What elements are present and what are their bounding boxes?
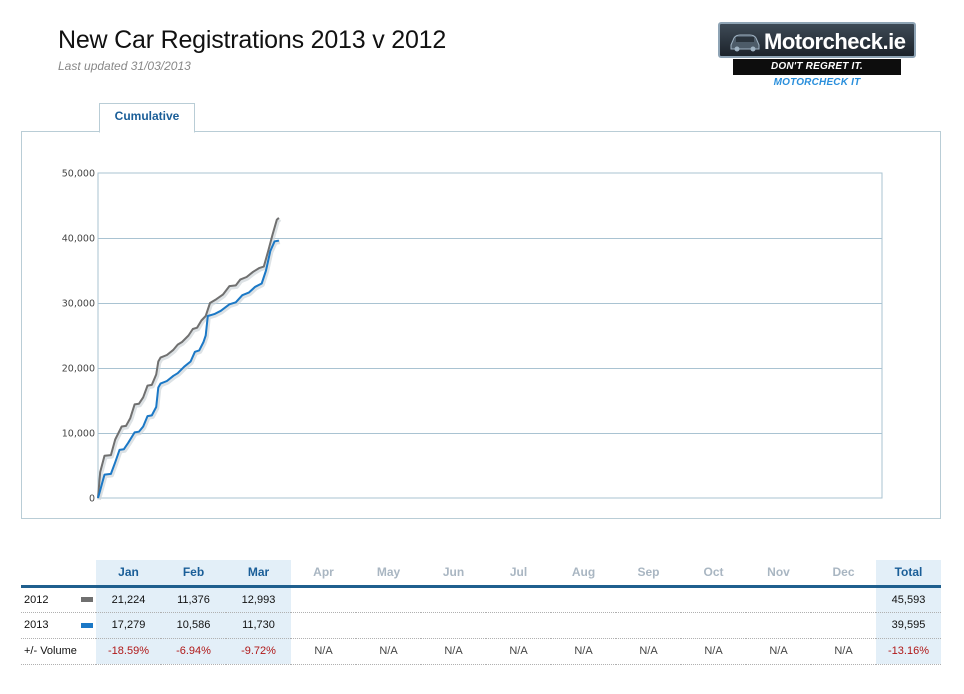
header-jul: Jul	[486, 560, 551, 588]
table-cell: N/A	[811, 638, 876, 665]
logo-wordmark: Motorcheck.ie	[764, 29, 906, 54]
table-cell: N/A	[291, 638, 356, 665]
table-cell	[291, 586, 356, 613]
header-nov: Nov	[746, 560, 811, 588]
y-tick-label: 20,000	[62, 364, 95, 375]
table-cell: 21,224	[96, 586, 161, 613]
plot-area	[97, 172, 883, 499]
table-row: +/- Volume -18.59% -6.94% -9.72% N/A N/A N/A N/…	[21, 638, 941, 665]
table-cell	[811, 586, 876, 613]
table-cell: -6.94%	[161, 638, 226, 665]
table-cell	[746, 612, 811, 639]
header-label-cell	[21, 560, 96, 588]
table-row: 2013 17,279 10,586 11,730 39,595	[21, 612, 941, 639]
table-cell: 12,993	[226, 586, 291, 613]
total-cell: -13.16%	[876, 638, 941, 665]
table-cell	[551, 586, 616, 613]
table-cell	[421, 586, 486, 613]
series-line-2013	[97, 239, 280, 499]
table-cell	[681, 612, 746, 639]
chart-panel: 0 10,000 20,000 30,000 40,000 50,000	[21, 131, 941, 519]
row-label-text: 2013	[24, 619, 49, 631]
row-label: +/- Volume	[21, 638, 96, 665]
header-may: May	[356, 560, 421, 588]
y-tick-label: 0	[89, 494, 95, 505]
header-dec: Dec	[811, 560, 876, 588]
y-tick-label: 10,000	[62, 429, 95, 440]
row-label: 2013	[21, 612, 96, 639]
series-swatch	[81, 622, 94, 628]
y-tick-label: 30,000	[62, 299, 95, 310]
table-cell	[486, 612, 551, 639]
header-aug: Aug	[551, 560, 616, 588]
table-cell	[551, 612, 616, 639]
table-cell: N/A	[746, 638, 811, 665]
header-sep: Sep	[616, 560, 681, 588]
series-shadow-2013	[97, 240, 281, 501]
table-cell: -9.72%	[226, 638, 291, 665]
logo-badge: Motorcheck.ie	[718, 22, 916, 58]
table-cell: 10,586	[161, 612, 226, 639]
logo-slogan: DON'T REGRET IT. MOTORCHECK IT	[733, 59, 901, 88]
table-cell	[616, 612, 681, 639]
table-cell	[421, 612, 486, 639]
table-cell	[486, 586, 551, 613]
y-tick-label: 50,000	[62, 169, 95, 180]
page-title: New Car Registrations 2013 v 2012	[58, 26, 447, 54]
header-apr: Apr	[291, 560, 356, 588]
table-cell: 17,279	[96, 612, 161, 639]
table-cell	[291, 612, 356, 639]
total-cell: 45,593	[876, 586, 941, 613]
header-total: Total	[876, 560, 941, 588]
series-swatch	[81, 597, 94, 603]
table-header-row: Jan Feb Mar Apr May Jun Jul Aug Sep Oct Nov Dec Tota…	[21, 560, 941, 588]
series-line-2012	[97, 217, 280, 499]
table-cell	[356, 612, 421, 639]
header-jan: Jan	[96, 560, 161, 588]
total-cell: 39,595	[876, 612, 941, 639]
table-cell: N/A	[616, 638, 681, 665]
header-oct: Oct	[681, 560, 746, 588]
car-icon	[730, 34, 760, 52]
registrations-table: Jan Feb Mar Apr May Jun Jul Aug Sep Oct Nov Dec Tota…	[21, 560, 941, 665]
table-cell: 11,730	[226, 612, 291, 639]
table-cell: 11,376	[161, 586, 226, 613]
table-cell: N/A	[681, 638, 746, 665]
table-cell: N/A	[486, 638, 551, 665]
table-cell: -18.59%	[96, 638, 161, 665]
header-mar: Mar	[226, 560, 291, 588]
table-cell: N/A	[356, 638, 421, 665]
slogan-part-a: DON'T REGRET IT.	[770, 61, 864, 72]
tab-cumulative[interactable]: Cumulative	[99, 103, 195, 133]
table-cell: N/A	[551, 638, 616, 665]
table-cell	[616, 586, 681, 613]
table-cell: N/A	[421, 638, 486, 665]
y-tick-label: 40,000	[62, 234, 95, 245]
table-cell	[356, 586, 421, 613]
slogan-part-b: MOTORCHECK IT	[773, 77, 861, 88]
cumulative-line-chart: 0 10,000 20,000 30,000 40,000 50,000	[62, 169, 883, 505]
row-label-text: 2012	[24, 593, 49, 606]
series-shadow-2012	[97, 217, 282, 500]
table-cell	[746, 586, 811, 613]
header-feb: Feb	[161, 560, 226, 588]
header-jun: Jun	[421, 560, 486, 588]
table-cell	[681, 586, 746, 613]
last-updated-text: Last updated 31/03/2013	[58, 59, 191, 73]
motorcheck-logo[interactable]: Motorcheck.ie DON'T REGRET IT. MOTORCHEC…	[718, 22, 916, 88]
table-cell	[811, 612, 876, 639]
row-label-text: +/- Volume	[24, 645, 77, 657]
table-row: 2012 21,224 11,376 12,993 45,593	[21, 586, 941, 613]
row-label: 2012	[21, 586, 96, 613]
